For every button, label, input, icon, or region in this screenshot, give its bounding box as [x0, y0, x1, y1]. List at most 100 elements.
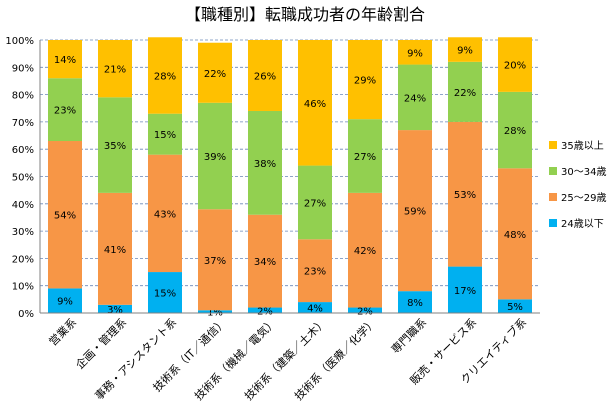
- bar-segment: [398, 64, 432, 131]
- data-label: 35%: [104, 141, 126, 152]
- x-tick-label: 技術系（機械／電気）: [191, 315, 279, 403]
- bar-segment: [248, 307, 282, 313]
- data-label: 43%: [154, 209, 176, 220]
- bar-segment: [148, 37, 182, 114]
- bar-segment: [348, 119, 382, 193]
- data-label: 28%: [504, 126, 526, 137]
- data-label: 2%: [357, 306, 373, 317]
- data-label: 28%: [154, 71, 176, 82]
- data-label: 29%: [354, 76, 376, 87]
- bar-segment: [448, 121, 482, 267]
- y-tick-label: 80%: [12, 91, 34, 102]
- data-label: 15%: [154, 130, 176, 141]
- bar-segment: [298, 239, 332, 303]
- bar-segment: [248, 214, 282, 308]
- data-label: 22%: [204, 69, 226, 80]
- bars: 9%54%23%14%3%41%35%21%15%43%15%28%1%37%3…: [48, 37, 532, 319]
- bar-segment: [498, 91, 532, 169]
- data-label: 38%: [254, 159, 276, 170]
- data-label: 9%: [407, 48, 423, 59]
- bar-segment: [448, 61, 482, 122]
- y-tick-label: 90%: [12, 63, 34, 74]
- bar-segment: [98, 40, 132, 98]
- x-tick-label: 技術系（医療／化学）: [291, 315, 379, 403]
- y-tick-label: 100%: [5, 36, 34, 47]
- data-label: 22%: [454, 88, 476, 99]
- y-tick-label: 0%: [18, 309, 34, 320]
- legend-swatch: [549, 219, 557, 227]
- bar-segment: [348, 192, 382, 308]
- data-label: 23%: [54, 106, 76, 117]
- bar-segment: [248, 40, 282, 111]
- bar-segment: [448, 37, 482, 62]
- data-label: 59%: [404, 207, 426, 218]
- data-label: 9%: [57, 297, 73, 308]
- y-tick-label: 60%: [12, 145, 34, 156]
- data-label: 42%: [354, 246, 376, 257]
- bar-segment: [48, 78, 82, 142]
- bar-segment: [148, 113, 182, 155]
- data-label: 14%: [54, 55, 76, 66]
- legend-swatch: [549, 193, 557, 201]
- bar-segment: [498, 168, 532, 300]
- y-tick-label: 50%: [12, 173, 34, 184]
- bar-segment: [148, 272, 182, 313]
- legend-label: 30～34歳: [561, 166, 606, 178]
- bar-segment: [498, 37, 532, 92]
- legend-swatch: [549, 141, 557, 149]
- data-label: 26%: [254, 71, 276, 82]
- bar-segment: [298, 40, 332, 166]
- legend-label: 25～29歳: [561, 192, 606, 204]
- legend-swatch: [549, 167, 557, 175]
- data-label: 8%: [407, 298, 423, 309]
- y-tick-label: 40%: [12, 200, 34, 211]
- bar-segment: [248, 110, 282, 215]
- data-label: 27%: [304, 198, 326, 209]
- bar-segment: [448, 266, 482, 313]
- y-tick-label: 70%: [12, 118, 34, 129]
- data-label: 3%: [107, 305, 123, 316]
- data-label: 53%: [454, 190, 476, 201]
- bar-segment: [398, 130, 432, 292]
- x-axis: 営業系企画・管理系事務・アシスタント系技術系（IT／通信）技術系（機械／電気）技…: [40, 312, 540, 403]
- y-tick-label: 30%: [12, 227, 34, 238]
- bar-segment: [398, 291, 432, 313]
- data-label: 17%: [454, 286, 476, 297]
- bar-segment: [148, 154, 182, 273]
- bar-segment: [348, 40, 382, 120]
- y-axis: 0% 10% 20% 30% 40% 50% 60% 70% 80% 90% 100%: [5, 36, 41, 320]
- data-label: 48%: [504, 230, 526, 241]
- data-label: 24%: [404, 93, 426, 104]
- x-tick-label: 企画・管理系: [73, 315, 130, 372]
- data-label: 54%: [54, 211, 76, 222]
- legend: 35歳以上 30～34歳 25～29歳 24歳以下: [549, 140, 606, 230]
- data-label: 39%: [204, 152, 226, 163]
- data-label: 41%: [104, 245, 126, 256]
- data-label: 5%: [507, 302, 523, 313]
- data-label: 46%: [304, 99, 326, 110]
- chart-title: 【職種別】転職成功者の年齢割合: [185, 5, 425, 24]
- bar-segment: [98, 192, 132, 305]
- data-label: 9%: [457, 46, 473, 57]
- bar-segment: [198, 209, 232, 311]
- legend-label: 24歳以下: [561, 218, 604, 230]
- x-tick-label: 事務・アシスタント系: [92, 315, 179, 402]
- y-tick-label: 10%: [12, 282, 34, 293]
- data-label: 4%: [307, 304, 323, 315]
- bar-segment: [48, 40, 82, 79]
- bar-segment: [98, 304, 132, 313]
- data-label: 15%: [154, 289, 176, 300]
- data-label: 37%: [204, 256, 226, 267]
- bar-segment: [348, 307, 382, 313]
- bar-segment: [498, 299, 532, 313]
- bar-segment: [298, 165, 332, 240]
- x-tick-label: 営業系: [46, 315, 79, 348]
- legend-label: 35歳以上: [561, 140, 604, 152]
- bar-segment: [98, 97, 132, 193]
- bar-segment: [198, 102, 232, 210]
- bar-segment: [398, 40, 432, 65]
- x-tick-label: 専門職系: [389, 316, 429, 356]
- data-label: 34%: [254, 257, 276, 268]
- x-tick-label: 技術系（建築／土木）: [241, 315, 329, 403]
